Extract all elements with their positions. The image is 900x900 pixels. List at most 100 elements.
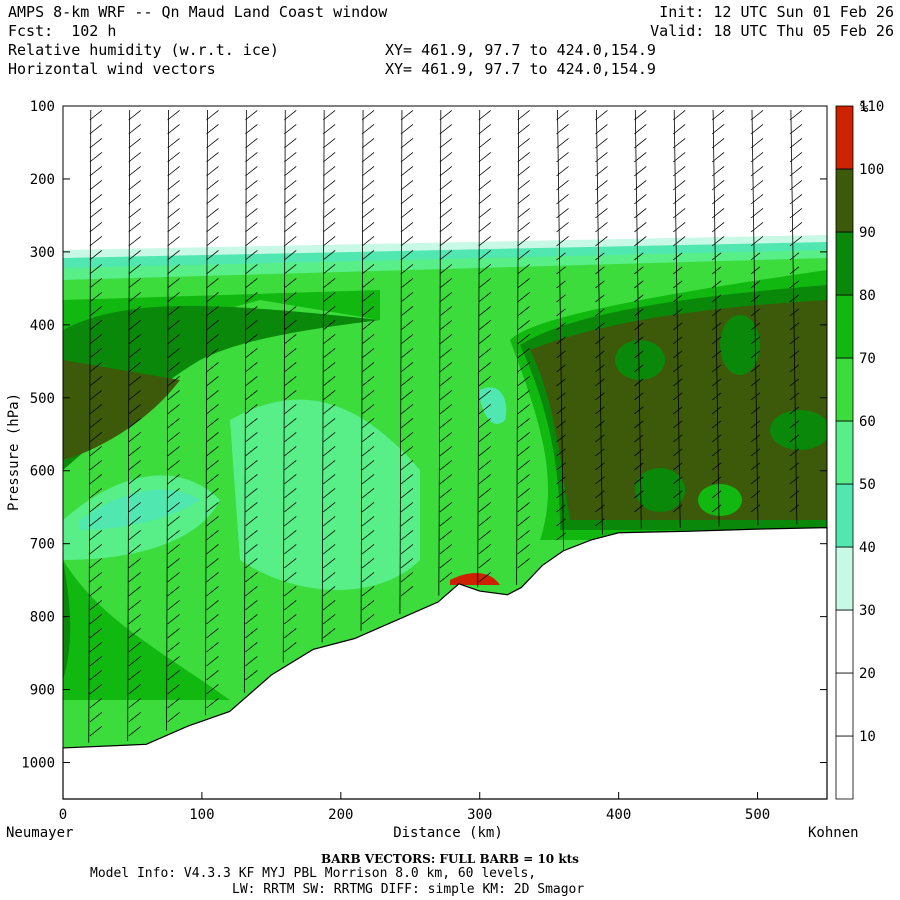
barb-flag: [478, 558, 491, 569]
colorbar-swatch: [835, 105, 854, 170]
barb-flag: [439, 530, 453, 541]
barb-flag: [128, 138, 141, 149]
rh-east-cell-4: [635, 468, 685, 512]
barb-flag: [478, 460, 491, 471]
barb-flag: [478, 334, 491, 345]
colorbar-label: 110: [859, 99, 884, 115]
barb-flag: [89, 698, 103, 709]
barb-flag: [167, 516, 180, 527]
barb-flag: [672, 180, 686, 191]
barb-flag: [245, 264, 258, 275]
barb-flag: [711, 462, 722, 471]
barb-flag: [750, 280, 761, 289]
barb-flag: [711, 222, 725, 233]
barb-flag: [206, 698, 219, 709]
barb-flag: [595, 518, 605, 527]
barb-flag: [556, 476, 566, 485]
barb-flag: [89, 348, 103, 359]
barb-flag: [439, 124, 453, 135]
barb-flag: [245, 348, 258, 359]
barb-flag: [478, 432, 491, 443]
barb-flag: [439, 558, 453, 569]
x-tick-label: 400: [606, 807, 631, 823]
barb-flag: [206, 124, 219, 135]
barb-flag: [284, 236, 297, 247]
barb-flag: [672, 266, 683, 275]
barb-flag: [400, 334, 414, 345]
barb-flag: [361, 460, 375, 471]
colorbar: 10 20 30 40 50 60 70 80 90 100 110: [835, 99, 884, 800]
barb-flag: [789, 222, 803, 233]
barb-flag: [89, 586, 103, 597]
barb-flag: [517, 110, 530, 121]
barb-flag: [711, 308, 722, 317]
barb-flag: [634, 392, 644, 401]
barb-flag: [789, 406, 800, 415]
barb-flag: [167, 222, 180, 233]
rh-band-90-100-west: [63, 306, 380, 470]
barb-flag: [206, 404, 219, 415]
barb-flag: [128, 334, 141, 345]
barb-flag: [711, 378, 722, 387]
barb-flag: [322, 572, 336, 583]
barb-flag: [517, 222, 530, 233]
barb-flag: [711, 420, 722, 429]
barb-flag: [128, 306, 141, 317]
barb-flag: [361, 236, 375, 247]
barb-flag: [167, 432, 180, 443]
y-tick-label: 700: [30, 537, 55, 553]
barb-flag: [750, 110, 764, 121]
colorbar-swatch: [835, 609, 854, 674]
barb-flag: [595, 138, 608, 149]
colorbar-swatch: [835, 420, 854, 485]
barb-flag: [789, 462, 800, 471]
barb-flag: [672, 490, 683, 499]
barb-flag: [750, 322, 761, 331]
barb-flag: [439, 236, 453, 247]
colorbar-swatch: [835, 357, 854, 422]
barb-flag: [634, 462, 644, 471]
barb-flag: [128, 404, 141, 415]
barb-flag: [439, 432, 453, 443]
barb-flag: [789, 490, 800, 499]
barb-flag: [167, 264, 180, 275]
barb-note: BARB VECTORS: FULL BARB = 10 kts: [321, 852, 579, 866]
barb-flag: [361, 544, 375, 555]
barb-flag: [167, 376, 180, 387]
barb-flag: [361, 432, 375, 443]
barb-flag: [517, 418, 530, 429]
barb-flag: [634, 124, 647, 135]
barb-flag: [167, 656, 180, 667]
barb-flag: [400, 502, 414, 513]
barb-flag: [206, 530, 219, 541]
barb-flag: [634, 504, 644, 513]
barb-flag: [750, 406, 761, 415]
colorbar-label: 40: [859, 540, 876, 556]
barb-flag: [128, 544, 141, 555]
barb-staff: [127, 109, 131, 742]
barb-flag: [750, 208, 764, 219]
barb-flag: [478, 390, 491, 401]
barb-flag: [634, 406, 644, 415]
barb-flag: [167, 698, 180, 709]
barb-flag: [245, 404, 258, 415]
barb-flag: [284, 222, 297, 233]
barb-flag: [89, 264, 103, 275]
barb-flag: [478, 362, 491, 373]
barb-flag: [89, 530, 103, 541]
barb-flag: [789, 364, 800, 373]
barb-flag: [89, 670, 103, 681]
barb-flag: [439, 516, 453, 527]
barb-flag: [128, 278, 141, 289]
barb-flag: [478, 208, 491, 219]
barb-flag: [361, 194, 375, 205]
barb-flag: [245, 166, 258, 177]
barb-flag: [284, 432, 297, 443]
barb-flag: [322, 390, 336, 401]
barb-flag: [167, 152, 180, 163]
barb-flag: [556, 504, 566, 513]
barb-flag: [128, 124, 141, 135]
barb-flag: [128, 390, 141, 401]
barb-flag: [517, 124, 530, 135]
